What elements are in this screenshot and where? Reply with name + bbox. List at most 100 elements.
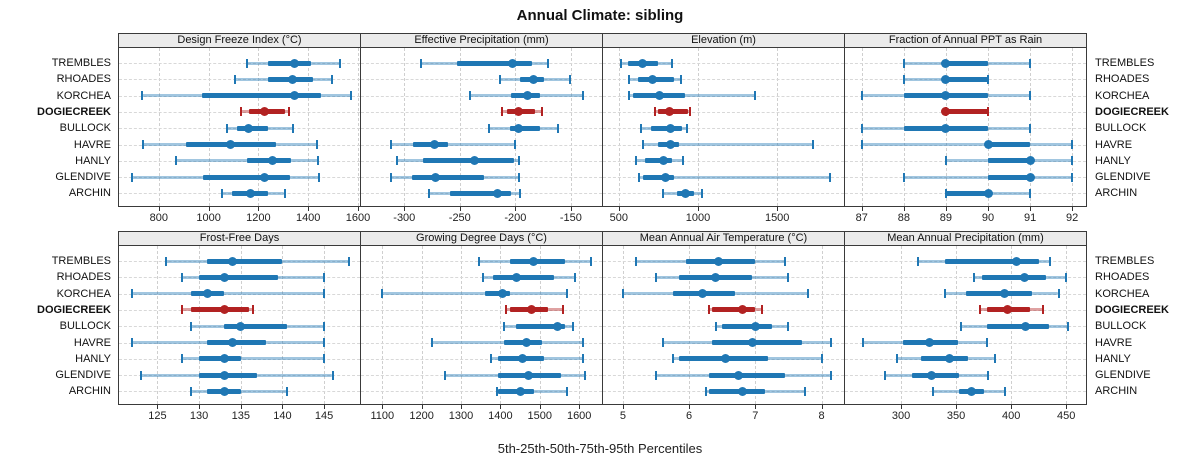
median-dot bbox=[523, 370, 533, 380]
median-dot bbox=[654, 91, 664, 101]
site-label-bullock-right: BULLOCK bbox=[1095, 320, 1147, 333]
gridline-horizontal bbox=[845, 277, 1086, 279]
median-dot bbox=[941, 74, 951, 84]
whisker-cap-high bbox=[287, 107, 290, 117]
gridline-vertical bbox=[500, 246, 502, 404]
site-label-archin-right: ARCHIN bbox=[1095, 385, 1138, 398]
site-label-hanly: HANLY bbox=[75, 352, 111, 365]
axis-tick bbox=[282, 405, 284, 409]
site-label-glendive: GLENDIVE bbox=[55, 369, 111, 382]
median-dot bbox=[734, 370, 744, 380]
range-5-95 bbox=[903, 175, 1073, 179]
whisker-cap-high bbox=[1057, 289, 1060, 299]
axis-tick bbox=[945, 207, 947, 211]
whisker-cap-low bbox=[468, 91, 471, 101]
gridline-horizontal bbox=[603, 128, 844, 130]
axis-tick-label: 1500 bbox=[764, 212, 790, 224]
gridline-horizontal bbox=[603, 177, 844, 179]
range-25-75 bbox=[199, 274, 279, 280]
whisker-cap-low bbox=[883, 370, 886, 380]
whisker-cap-high bbox=[285, 386, 288, 396]
range-5-95 bbox=[861, 143, 1073, 146]
whisker-cap-high bbox=[541, 107, 543, 117]
range-25-75 bbox=[920, 356, 969, 362]
median-dot bbox=[665, 123, 675, 133]
median-dot bbox=[659, 156, 669, 166]
gridline-horizontal bbox=[119, 63, 360, 64]
gridline-vertical bbox=[157, 246, 159, 404]
axis-tick-label: 1600 bbox=[345, 212, 371, 224]
range-25-75 bbox=[456, 60, 532, 66]
axis-tick bbox=[157, 405, 159, 409]
whisker-cap-high bbox=[283, 188, 286, 198]
whisker-cap-low bbox=[860, 123, 863, 133]
median-dot bbox=[747, 338, 757, 347]
whisker-cap-high bbox=[1071, 140, 1074, 149]
panel-title: Mean Annual Air Temperature (°C) bbox=[639, 232, 808, 244]
range-25-75 bbox=[423, 158, 515, 164]
whisker-cap-high bbox=[828, 172, 831, 182]
gridline-vertical bbox=[570, 48, 572, 206]
whisker-cap-high bbox=[820, 354, 823, 364]
whisker-cap-high bbox=[784, 256, 787, 266]
gridline-vertical bbox=[698, 48, 699, 206]
whisker-cap-high bbox=[760, 305, 763, 315]
range-25-75 bbox=[981, 274, 1047, 280]
whisker-cap-low bbox=[181, 354, 184, 364]
median-dot bbox=[983, 188, 993, 198]
median-dot bbox=[681, 188, 691, 198]
range-25-75 bbox=[645, 158, 672, 164]
whisker-cap-low bbox=[489, 354, 492, 364]
whisker-cap-high bbox=[754, 91, 756, 101]
range-5-95 bbox=[628, 94, 756, 98]
whisker-cap-low bbox=[707, 305, 710, 315]
axis-tick-label: 89 bbox=[939, 212, 953, 224]
median-dot bbox=[514, 123, 524, 133]
site-label-havre-right: HAVRE bbox=[1095, 336, 1133, 349]
site-label-archin: ARCHIN bbox=[68, 385, 111, 398]
whisker-cap-low bbox=[860, 91, 863, 101]
site-label-korchea-right: KORCHEA bbox=[1095, 89, 1150, 102]
median-dot bbox=[429, 140, 439, 149]
median-dot bbox=[1025, 172, 1035, 182]
median-dot bbox=[511, 272, 521, 282]
median-dot bbox=[665, 107, 674, 117]
axis-tick bbox=[821, 405, 823, 409]
axis-tick-label: 1300 bbox=[448, 410, 474, 422]
gridline-vertical bbox=[382, 246, 384, 404]
site-label-trembles-right: TREMBLES bbox=[1095, 57, 1155, 69]
whisker-cap-high bbox=[582, 338, 585, 347]
panel-strip: Fraction of Annual PPT as Rain bbox=[844, 33, 1087, 48]
axis-tick bbox=[382, 405, 384, 409]
whisker-cap-high bbox=[317, 156, 320, 166]
x-axis: 800 1000 1200 1400 1600 bbox=[118, 207, 370, 229]
whisker-cap-high bbox=[323, 272, 326, 282]
axis-tick bbox=[956, 405, 958, 409]
median-dot bbox=[945, 354, 954, 364]
whisker-cap-high bbox=[330, 74, 333, 84]
whisker-cap-high bbox=[518, 188, 521, 198]
whisker-cap-high bbox=[323, 354, 326, 364]
axis-tick bbox=[777, 207, 779, 211]
axis-tick-label: 6 bbox=[686, 410, 693, 422]
range-5-95 bbox=[391, 143, 516, 146]
axis-tick bbox=[901, 405, 903, 409]
gridline-horizontal bbox=[361, 391, 602, 393]
whisker-cap-high bbox=[986, 338, 988, 347]
whisker-cap-low bbox=[620, 58, 623, 68]
whisker-cap-low bbox=[959, 321, 962, 331]
axis-tick bbox=[903, 207, 905, 211]
whisker-cap-low bbox=[860, 140, 863, 149]
plot-area bbox=[360, 47, 603, 207]
panel-title: Frost-Free Days bbox=[199, 232, 280, 244]
gridline-horizontal bbox=[361, 293, 602, 295]
median-dot bbox=[721, 354, 730, 364]
whisker-cap-low bbox=[141, 140, 144, 149]
range-25-75 bbox=[509, 125, 540, 131]
whisker-cap-low bbox=[704, 386, 707, 396]
median-dot bbox=[983, 140, 993, 149]
gridline-vertical bbox=[459, 48, 461, 206]
whisker-cap-low bbox=[225, 123, 228, 133]
site-label-glendive: GLENDIVE bbox=[55, 171, 111, 184]
